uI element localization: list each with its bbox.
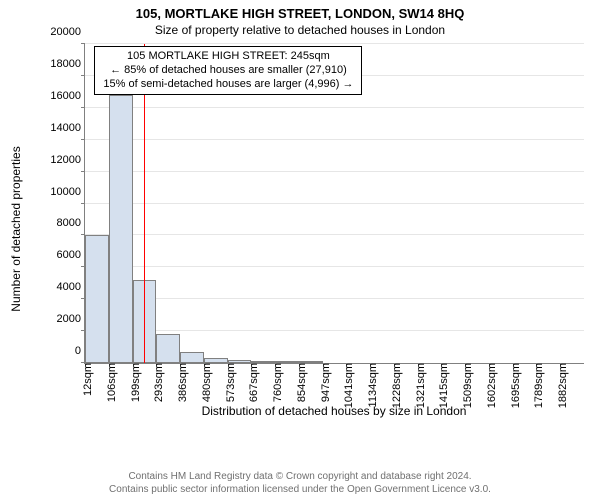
y-tick-label: 18000 <box>50 58 85 70</box>
x-tick-label: 1228sqm <box>385 363 403 408</box>
histogram-bar <box>109 95 133 363</box>
x-tick-label: 12sqm <box>76 363 94 396</box>
gridline-h <box>85 266 584 267</box>
gridline-h <box>85 139 584 140</box>
footer-line-1: Contains HM Land Registry data © Crown c… <box>0 470 600 483</box>
x-tick-label: 386sqm <box>171 363 189 402</box>
y-tick-label: 4000 <box>57 281 85 293</box>
figure-container: 105, MORTLAKE HIGH STREET, LONDON, SW14 … <box>0 0 600 500</box>
x-tick-label: 293sqm <box>147 363 165 402</box>
y-tick-mark <box>81 75 85 76</box>
x-tick-label: 480sqm <box>195 363 213 402</box>
gridline-h <box>85 171 584 172</box>
x-tick-label: 199sqm <box>124 363 142 402</box>
chart-title: 105, MORTLAKE HIGH STREET, LONDON, SW14 … <box>0 0 600 21</box>
x-tick-label: 1134sqm <box>361 363 379 407</box>
x-tick-label: 1602sqm <box>480 363 498 408</box>
chart-subtitle: Size of property relative to detached ho… <box>0 21 600 37</box>
x-tick-label: 854sqm <box>290 363 308 402</box>
x-tick-label: 1041sqm <box>337 363 355 408</box>
attribution-footer: Contains HM Land Registry data © Crown c… <box>0 470 600 496</box>
annotation-line-1: 105 MORTLAKE HIGH STREET: 245sqm <box>103 50 353 64</box>
y-tick-label: 20000 <box>50 26 85 38</box>
x-tick-label: 573sqm <box>219 363 237 402</box>
x-tick-label: 1882sqm <box>551 363 569 408</box>
y-tick-label: 14000 <box>50 122 85 134</box>
y-tick-label: 8000 <box>57 217 85 229</box>
y-tick-label: 6000 <box>57 249 85 261</box>
x-tick-label: 667sqm <box>242 363 260 402</box>
chart-area: Number of detached properties 0200040006… <box>26 44 584 414</box>
y-tick-mark <box>81 107 85 108</box>
gridline-h <box>85 107 584 108</box>
y-tick-label: 16000 <box>50 90 85 102</box>
x-tick-label: 1509sqm <box>456 363 474 408</box>
y-tick-mark <box>81 203 85 204</box>
y-tick-label: 0 <box>75 345 85 357</box>
x-tick-label: 1789sqm <box>527 363 545 408</box>
x-tick-label: 760sqm <box>266 363 284 402</box>
y-tick-mark <box>81 43 85 44</box>
gridline-h <box>85 43 584 44</box>
x-tick-label: 1695sqm <box>504 363 522 408</box>
footer-line-2: Contains public sector information licen… <box>0 483 600 496</box>
x-tick-label: 1415sqm <box>432 363 450 408</box>
gridline-h <box>85 234 584 235</box>
x-tick-label: 106sqm <box>100 363 118 402</box>
y-tick-mark <box>81 171 85 172</box>
x-tick-label: 947sqm <box>314 363 332 402</box>
histogram-bar <box>156 334 180 363</box>
x-axis-label: Distribution of detached houses by size … <box>84 404 584 418</box>
gridline-h <box>85 298 584 299</box>
histogram-bar <box>180 352 204 363</box>
annotation-line-3: 15% of semi-detached houses are larger (… <box>103 78 353 92</box>
gridline-h <box>85 330 584 331</box>
y-tick-mark <box>81 139 85 140</box>
plot-area: 0200040006000800010000120001400016000180… <box>84 44 584 364</box>
y-tick-label: 12000 <box>50 154 85 166</box>
histogram-bar <box>85 235 109 363</box>
y-axis-label: Number of detached properties <box>9 146 23 311</box>
marker-annotation-box: 105 MORTLAKE HIGH STREET: 245sqm ← 85% o… <box>94 46 362 95</box>
gridline-h <box>85 203 584 204</box>
y-tick-label: 10000 <box>50 186 85 198</box>
y-tick-label: 2000 <box>57 313 85 325</box>
x-tick-label: 1321sqm <box>409 363 427 408</box>
annotation-line-2: ← 85% of detached houses are smaller (27… <box>103 64 353 78</box>
